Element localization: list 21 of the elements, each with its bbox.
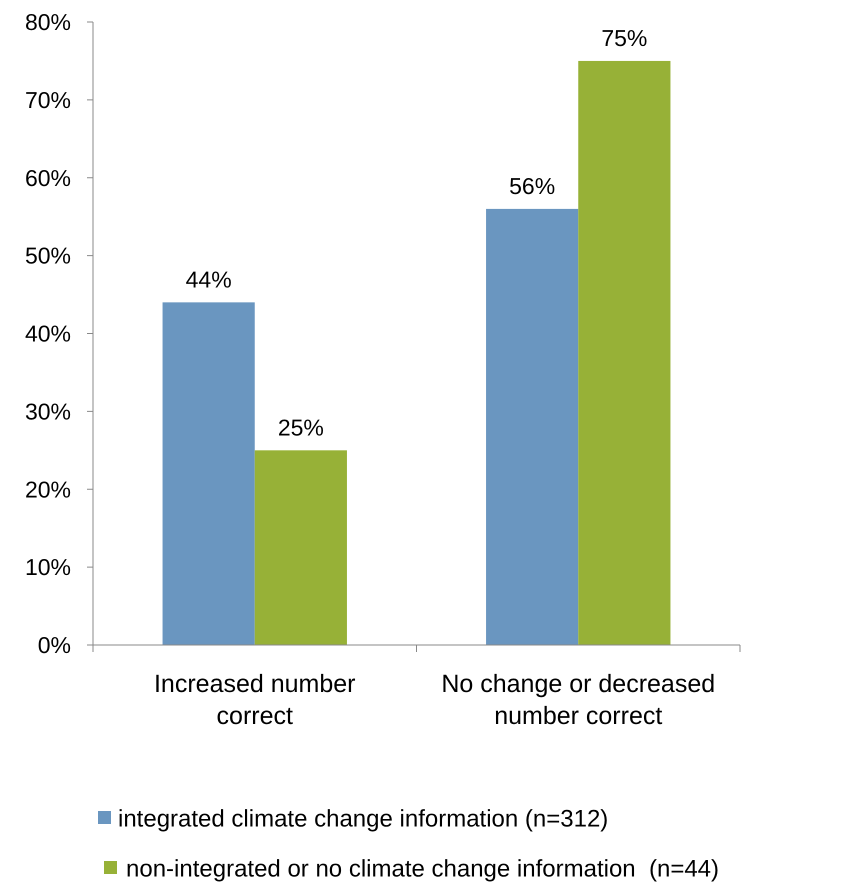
y-tick-label: 70%	[24, 86, 71, 113]
legend-label: non-integrated or no climate change information (n=44)	[126, 855, 720, 882]
y-tick-label: 0%	[38, 632, 71, 658]
data-label: 25%	[278, 414, 324, 440]
data-label: 75%	[601, 24, 648, 51]
y-tick-label: 50%	[24, 242, 71, 269]
y-tick-label: 20%	[24, 476, 71, 502]
y-tick-label: 30%	[24, 398, 71, 424]
y-tick-label: 10%	[24, 554, 71, 580]
bar	[254, 450, 347, 645]
bar	[578, 60, 670, 645]
bar	[162, 302, 255, 645]
x-tick-label: No change or decreased number correct	[441, 670, 716, 730]
bar	[486, 208, 578, 645]
y-tick-label: 80%	[24, 9, 71, 36]
y-tick-label: 60%	[24, 164, 71, 191]
legend-label: integrated climate change information (n=312)	[118, 805, 608, 832]
data-label: 44%	[186, 266, 232, 292]
y-tick-label: 40%	[24, 320, 71, 347]
x-tick-label: Increased number correct	[154, 670, 356, 730]
data-label: 56%	[509, 172, 556, 199]
